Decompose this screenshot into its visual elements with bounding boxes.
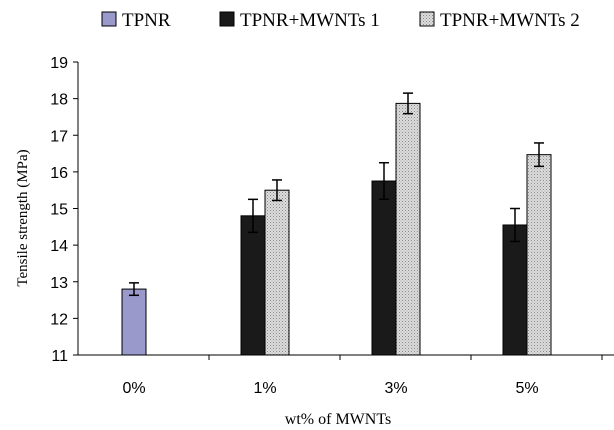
legend: TPNR TPNR+MWNTs 1 TPNR+MWNTs 2 [101, 10, 580, 31]
legend-swatch [419, 11, 435, 27]
y-tick-label: 16 [50, 165, 68, 182]
bar [526, 154, 552, 356]
y-tick-label: 12 [50, 311, 68, 328]
y-tick-label: 19 [50, 55, 68, 72]
bar [240, 215, 266, 356]
x-tick-label: 5% [515, 380, 538, 397]
x-tick-label: 3% [384, 380, 407, 397]
x-tick-label: 0% [122, 380, 145, 397]
y-tick-label: 17 [50, 128, 68, 145]
legend-label: TPNR+MWNTs 2 [440, 10, 580, 31]
bars [121, 92, 552, 356]
y-tick-label: 13 [50, 275, 68, 292]
bar [395, 102, 421, 356]
y-tick-label: 18 [50, 92, 68, 109]
x-axis-label: wt% of MWNTs [285, 411, 391, 428]
bar [121, 288, 147, 356]
bar [502, 224, 528, 356]
legend-swatch [219, 11, 235, 27]
y-axis-label: Tensile strength (MPa) [15, 149, 31, 286]
y-tick-label: 11 [51, 348, 68, 365]
legend-label: TPNR [122, 10, 171, 31]
legend-label: TPNR+MWNTs 1 [240, 10, 380, 31]
x-tick-label: 1% [253, 380, 276, 397]
bar [371, 180, 397, 356]
y-tick-label: 15 [50, 202, 68, 219]
legend-swatch [101, 11, 117, 27]
bar [264, 189, 290, 356]
y-tick-label: 14 [50, 238, 68, 255]
